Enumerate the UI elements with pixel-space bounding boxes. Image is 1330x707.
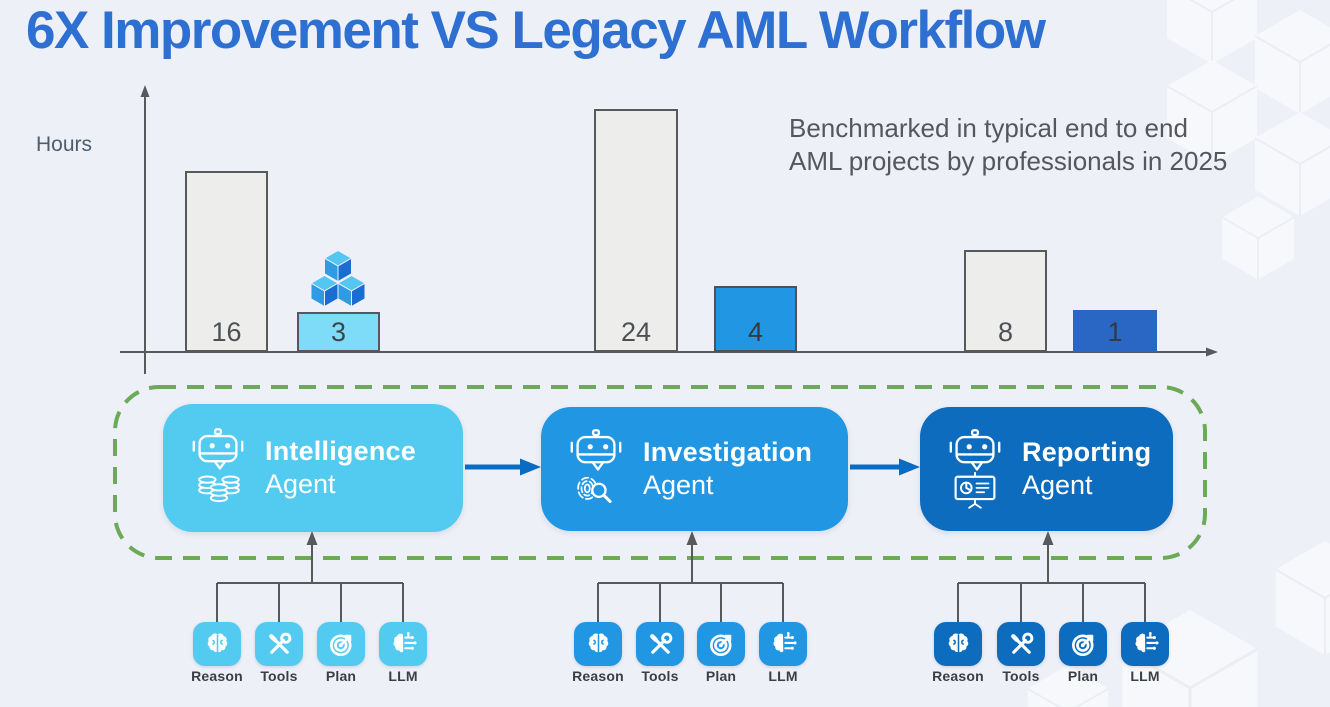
bar-value-label: 3 bbox=[330, 317, 347, 347]
capability-label: LLM bbox=[388, 668, 418, 684]
reporting-agent-card: Reporting Agent bbox=[920, 407, 1173, 531]
capability-label: Plan bbox=[325, 668, 357, 684]
capability-chip-tools bbox=[997, 622, 1045, 666]
agent-name: Investigation bbox=[643, 437, 813, 467]
agent-role: Agent bbox=[1022, 470, 1093, 500]
tools-icon bbox=[646, 630, 675, 659]
capability-label: Tools bbox=[1002, 668, 1040, 684]
bar-value-label: 4 bbox=[747, 317, 764, 347]
brain-icon bbox=[947, 632, 969, 653]
agent-role: Agent bbox=[265, 469, 336, 499]
bar-legacy-16h: 16 bbox=[185, 171, 268, 352]
capability-label: Tools bbox=[260, 668, 298, 684]
capability-chip-plan bbox=[317, 622, 365, 666]
brain-icon bbox=[206, 632, 228, 653]
intelligence-agent-card: Intelligence Agent bbox=[163, 404, 463, 532]
agent-role: Agent bbox=[643, 470, 714, 500]
capability-label: Reason bbox=[572, 668, 624, 684]
capability-chip-plan bbox=[697, 622, 745, 666]
capability-chip-tools bbox=[255, 622, 303, 666]
capability-chip-reason bbox=[934, 622, 982, 666]
page-title: 6X Improvement VS Legacy AML Workflow bbox=[26, 1, 1046, 60]
investigation-agent-card: Investigation Agent bbox=[541, 407, 848, 531]
bar-value-label: 24 bbox=[620, 317, 652, 347]
capability-chip-llm bbox=[759, 622, 807, 666]
y-axis-label: Hours bbox=[36, 133, 93, 156]
agent-card-text: Intelligence Agent bbox=[265, 435, 416, 501]
capability-label: Plan bbox=[1067, 668, 1099, 684]
bar-agentic-3h: 3 bbox=[297, 312, 380, 352]
circuit-brain-icon bbox=[1133, 630, 1160, 653]
brain-icon bbox=[587, 632, 609, 653]
agent-card-text: Reporting Agent bbox=[1022, 436, 1151, 502]
capability-label: Reason bbox=[932, 668, 984, 684]
capability-chip-reason bbox=[574, 622, 622, 666]
agent-name: Intelligence bbox=[265, 436, 416, 466]
benchmark-note-line2: AML projects by professionals in 2025 bbox=[789, 146, 1228, 176]
target-icon bbox=[709, 633, 732, 656]
bar-legacy-8h: 8 bbox=[964, 250, 1047, 352]
target-icon bbox=[329, 633, 352, 656]
capability-chip-llm bbox=[379, 622, 427, 666]
capability-chip-tools bbox=[636, 622, 684, 666]
bar-agentic-4h: 4 bbox=[714, 286, 797, 352]
capability-label: LLM bbox=[768, 668, 798, 684]
capability-label: Reason bbox=[191, 668, 243, 684]
bar-value-label: 1 bbox=[1107, 317, 1123, 347]
bar-legacy-24h: 24 bbox=[594, 109, 678, 352]
agent-card-text: Investigation Agent bbox=[643, 436, 812, 502]
capability-label: Plan bbox=[705, 668, 737, 684]
bar-value-label: 8 bbox=[997, 317, 1014, 347]
tools-icon bbox=[1007, 630, 1036, 659]
benchmark-note: Benchmarked in typical end to end AML pr… bbox=[789, 112, 1319, 178]
bar-value-label: 16 bbox=[211, 317, 242, 347]
capability-chip-llm bbox=[1121, 622, 1169, 666]
circuit-brain-icon bbox=[771, 630, 798, 653]
capability-label: LLM bbox=[1130, 668, 1160, 684]
target-icon bbox=[1071, 633, 1094, 656]
capability-chip-reason bbox=[193, 622, 241, 666]
bar-agentic-1h: 1 bbox=[1073, 310, 1157, 352]
capability-chip-plan bbox=[1059, 622, 1107, 666]
agent-name: Reporting bbox=[1022, 437, 1152, 467]
circuit-brain-icon bbox=[391, 630, 418, 653]
tools-icon bbox=[265, 630, 294, 659]
benchmark-note-line1: Benchmarked in typical end to end bbox=[789, 113, 1188, 143]
capability-label: Tools bbox=[641, 668, 679, 684]
